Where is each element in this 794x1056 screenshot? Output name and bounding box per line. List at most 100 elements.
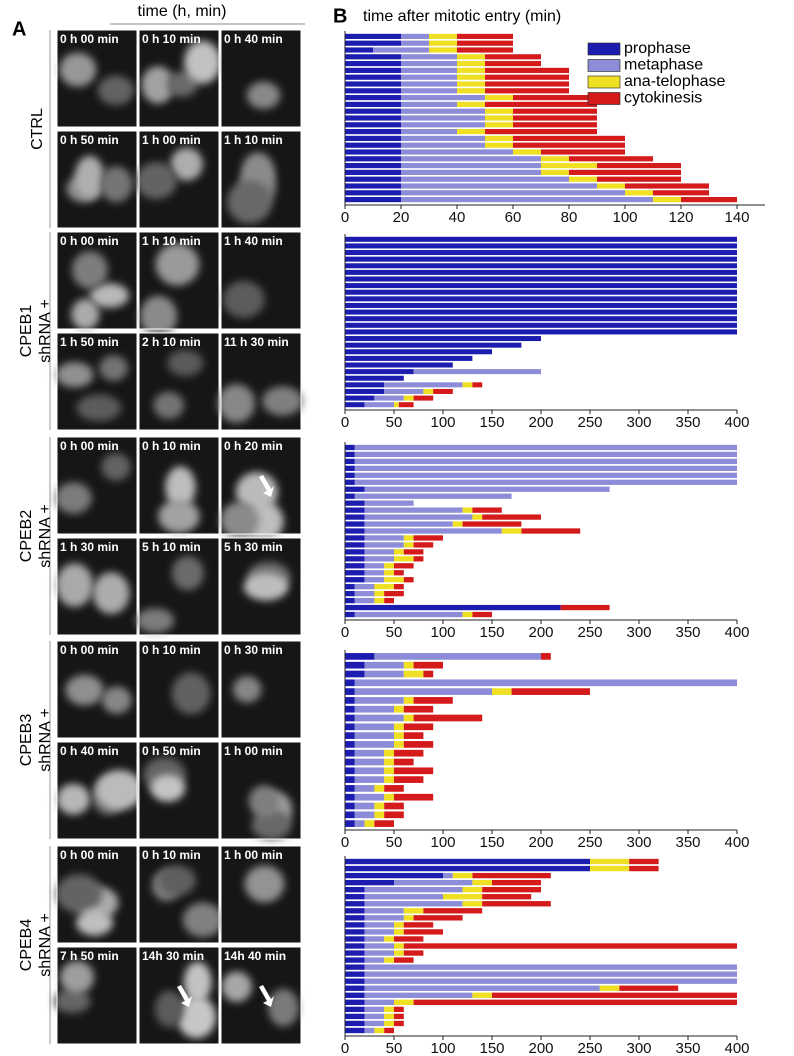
bar-segment (345, 283, 737, 289)
x-tick-label: 400 (724, 414, 749, 431)
cell-nucleus (246, 81, 281, 110)
condition-label-line: shRNA + (37, 504, 54, 568)
x-tick-label: 300 (626, 624, 651, 641)
bar-segment (364, 929, 394, 935)
bar-segment (401, 163, 541, 169)
bar-segment (401, 183, 597, 189)
bar-segment (345, 820, 355, 827)
bar-segment (403, 670, 424, 678)
micrograph-frame (220, 741, 302, 840)
bar-segment (364, 500, 414, 506)
legend-swatch (587, 59, 621, 72)
cell-nucleus (150, 774, 186, 802)
bar-segment (462, 521, 522, 527)
bar-segment (374, 820, 394, 827)
bar-segment (345, 101, 401, 107)
bar-segment (364, 999, 394, 1005)
bar-segment (394, 999, 414, 1005)
bar-segment (345, 329, 737, 335)
bar-segment (403, 661, 414, 669)
bar-segment (354, 758, 385, 766)
timestamp: 14h 30 min (142, 949, 204, 963)
bar-segment (413, 369, 541, 375)
cell-nucleus (101, 453, 131, 481)
bar-segment (394, 793, 434, 801)
bar-segment (485, 101, 597, 107)
bar-segment (423, 908, 483, 914)
bar-segment (401, 156, 541, 162)
bar-segment (403, 723, 434, 731)
bar-segment (345, 355, 473, 361)
bar-segment (364, 943, 394, 949)
bar-segment (401, 176, 569, 182)
bar-segment (401, 129, 457, 135)
bar-segment (364, 1020, 385, 1027)
bar-segment (629, 865, 659, 872)
bar-segment (345, 269, 737, 275)
cell-nucleus (158, 499, 200, 533)
bar-segment (374, 802, 385, 810)
bar-segment (394, 705, 404, 713)
arrow (177, 985, 192, 1007)
micrograph-frame (56, 436, 138, 535)
bar-segment (472, 992, 492, 998)
bar-segment (345, 451, 355, 458)
bar-segment (354, 741, 394, 748)
micrograph-frame (220, 537, 302, 636)
bar-segment (345, 349, 492, 355)
cell-nucleus (167, 350, 204, 377)
bar-segment (457, 47, 513, 53)
bar-segment (364, 908, 404, 914)
x-tick-label: 0 (341, 1040, 349, 1056)
cell-nucleus (182, 902, 224, 938)
bar-segment (345, 723, 355, 731)
bar-segment (345, 458, 355, 465)
condition-label-line: shRNA + (37, 299, 54, 363)
x-tick-label: 100 (430, 414, 455, 431)
bar-segment (345, 1013, 365, 1020)
bar-segment (345, 943, 365, 949)
bar-segment (345, 33, 401, 39)
timestamp: 0 h 10 min (142, 643, 201, 657)
bar-segment (345, 528, 365, 534)
bar-segment (345, 661, 365, 669)
bar-segment (345, 1006, 365, 1013)
bar-segment (345, 135, 401, 141)
bar-segment (364, 950, 394, 956)
bar-segment (345, 577, 365, 583)
bar-segment (472, 382, 483, 388)
bar-segment (345, 767, 355, 775)
cell-nucleus (217, 383, 255, 423)
bar-segment (364, 507, 463, 513)
x-tick-label: 150 (479, 624, 504, 641)
bar-segment (653, 197, 681, 203)
bar-segment (364, 957, 385, 963)
bar-segment (457, 101, 485, 107)
bar-segment (384, 597, 394, 604)
x-tick-label: 250 (577, 414, 602, 431)
bar-segment (457, 74, 485, 80)
bar-segment (345, 190, 401, 196)
bar-segment (364, 901, 463, 907)
bar-segment (384, 1006, 394, 1013)
bar-segment (345, 971, 365, 977)
cell-nucleus (251, 809, 292, 841)
timestamp: 1 h 00 min (224, 744, 283, 758)
bar-segment (354, 584, 375, 590)
cell-nucleus (135, 162, 178, 200)
bar-segment (384, 793, 394, 801)
bar-segment (364, 936, 385, 942)
bar-segment (345, 369, 414, 375)
cell-nucleus (141, 66, 175, 104)
timestamp: 5 h 30 min (224, 540, 283, 554)
timestamp: 0 h 40 min (60, 744, 119, 758)
bar-segment (569, 156, 653, 162)
bar-segment (413, 714, 483, 722)
bar-segment (403, 714, 414, 722)
bar-segment (384, 758, 394, 766)
bar-segment (401, 142, 485, 148)
bar-segment (345, 302, 737, 308)
bar-segment (345, 985, 365, 991)
bar-segment (364, 820, 375, 827)
bar-segment (345, 493, 355, 499)
